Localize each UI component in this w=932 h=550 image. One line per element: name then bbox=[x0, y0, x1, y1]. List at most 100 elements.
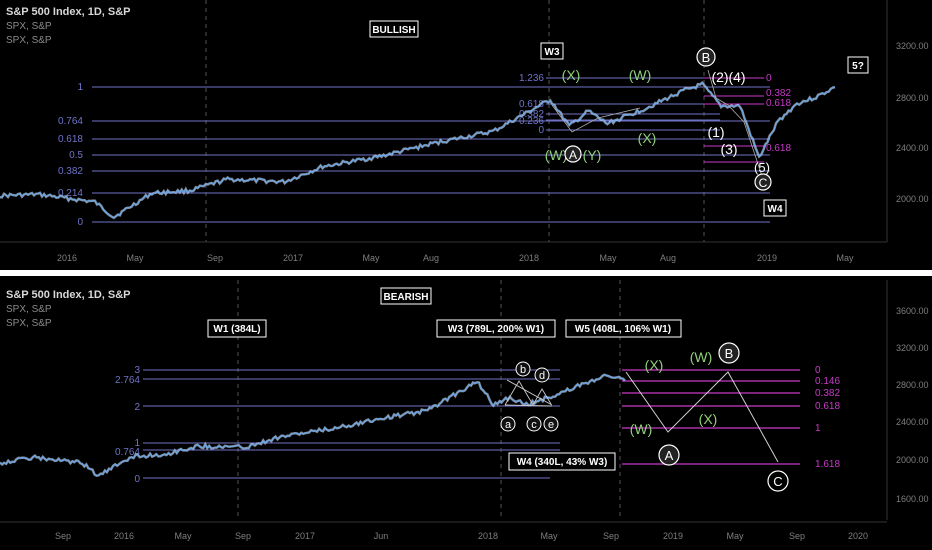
x-tick: Sep bbox=[235, 531, 251, 541]
wave-label: (X) bbox=[699, 411, 718, 427]
fib-label: 1.618 bbox=[815, 459, 840, 470]
wave-circle-label: B bbox=[702, 50, 711, 65]
fib-label: 0.214 bbox=[58, 188, 83, 199]
fib-label: 0.764 bbox=[58, 116, 83, 127]
fib-label: 0 bbox=[538, 125, 544, 136]
series-label: SPX, S&P bbox=[6, 21, 52, 32]
bullish-box bbox=[369, 20, 419, 38]
x-tick: May bbox=[836, 253, 854, 263]
y-tick: 2800.00 bbox=[896, 93, 929, 103]
wave5-box bbox=[847, 56, 869, 74]
w4-label: W4 bbox=[768, 204, 783, 215]
fib-label: 0.382 bbox=[815, 388, 840, 399]
wave-circle-label: b bbox=[520, 364, 526, 376]
x-tick: Aug bbox=[660, 253, 676, 263]
w3-label: W3 (789L, 200% W1) bbox=[448, 324, 544, 335]
w1-box bbox=[207, 319, 267, 338]
wave-circle-label: d bbox=[539, 370, 545, 382]
wave-label: (Y) bbox=[583, 147, 602, 163]
fib-label: 0 bbox=[815, 365, 821, 376]
wave-label: (4) bbox=[728, 69, 745, 85]
wave-circle bbox=[718, 342, 740, 364]
wave-label: (2) bbox=[711, 69, 728, 85]
fib-label: 0.764 bbox=[115, 447, 140, 458]
fib-label: 1.236 bbox=[519, 73, 544, 84]
w4-label: W4 (340L, 43% W3) bbox=[517, 457, 608, 468]
x-tick: Sep bbox=[789, 531, 805, 541]
w4-box bbox=[508, 452, 616, 471]
w4-box bbox=[763, 199, 787, 217]
triangle-pattern bbox=[506, 379, 553, 406]
triangle-pattern bbox=[504, 404, 553, 407]
x-tick: Aug bbox=[423, 253, 439, 263]
triangle-labels: b d a c e bbox=[500, 361, 559, 432]
wave-circle-label: A bbox=[665, 448, 674, 463]
x-tick: 2019 bbox=[757, 253, 777, 263]
w5-box bbox=[565, 319, 682, 338]
price-line bbox=[0, 374, 626, 477]
fib-label: 0.382 bbox=[519, 109, 544, 120]
w3-label: W3 bbox=[545, 47, 560, 58]
wave-circle bbox=[754, 173, 772, 191]
y-tick: 3200.00 bbox=[896, 41, 929, 51]
series-label: SPX, S&P bbox=[6, 35, 52, 46]
wave-label: (W) bbox=[629, 67, 652, 83]
wave-label: (X) bbox=[562, 67, 581, 83]
x-tick: May bbox=[540, 531, 558, 541]
wave-circle bbox=[564, 145, 582, 163]
y-tick: 1600.00 bbox=[896, 494, 929, 504]
y-tick: 3200.00 bbox=[896, 343, 929, 353]
fib-label: 0.5 bbox=[69, 150, 83, 161]
bearish-label: BEARISH bbox=[383, 292, 428, 303]
bullish-label: BULLISH bbox=[372, 25, 415, 36]
x-tick: Sep bbox=[55, 531, 71, 541]
wave-circle-label: c bbox=[531, 419, 537, 431]
y-tick: 2400.00 bbox=[896, 143, 929, 153]
fib-label: 0 bbox=[134, 474, 140, 485]
wave-circle-label: A bbox=[569, 148, 577, 162]
x-tick: 2019 bbox=[663, 531, 683, 541]
wave-label: (3) bbox=[720, 141, 737, 157]
wave-circle bbox=[767, 470, 789, 492]
fib-label: 0.382 bbox=[58, 166, 83, 177]
x-tick: May bbox=[126, 253, 144, 263]
bullish-panel: 1 0.764 0.618 0.5 0.382 0.214 0 1.236 0.… bbox=[0, 0, 929, 263]
x-tick: May bbox=[599, 253, 617, 263]
fib-label: 0.618 bbox=[766, 143, 791, 154]
wave-circle bbox=[534, 367, 550, 383]
bearish-box bbox=[380, 287, 432, 305]
fib-label: 0.618 bbox=[766, 98, 791, 109]
wave-circle-label: a bbox=[505, 419, 512, 431]
x-tick: 2018 bbox=[478, 531, 498, 541]
fib-extension-right bbox=[622, 369, 800, 465]
wave-circle bbox=[515, 361, 531, 377]
fib-label: 2.764 bbox=[115, 375, 140, 386]
wave-label: (W) bbox=[545, 147, 568, 163]
x-tick: 2016 bbox=[57, 253, 77, 263]
wave-label: (5) bbox=[754, 160, 770, 175]
wave5-label: 5? bbox=[852, 61, 864, 72]
y-tick: 2400.00 bbox=[896, 417, 929, 427]
w1-label: W1 (384L) bbox=[213, 324, 260, 335]
y-tick: 3600.00 bbox=[896, 306, 929, 316]
wave-circle-label: B bbox=[725, 346, 734, 361]
series-label: SPX, S&P bbox=[6, 304, 52, 315]
wave-label: (X) bbox=[638, 130, 657, 146]
fib-label: 0 bbox=[766, 73, 772, 84]
fib-label: 3 bbox=[134, 365, 140, 376]
chart-title: S&P 500 Index, 1D, S&P bbox=[6, 289, 131, 301]
x-tick: May bbox=[726, 531, 744, 541]
x-tick: Sep bbox=[207, 253, 223, 263]
wave-circle bbox=[543, 416, 559, 432]
w5-label: W5 (408L, 106% W1) bbox=[575, 324, 671, 335]
projection-path bbox=[625, 371, 779, 463]
wave-circle bbox=[500, 416, 516, 432]
fib-label: 0 bbox=[77, 217, 83, 228]
wave-circle-label: C bbox=[773, 474, 782, 489]
wave-connector bbox=[707, 69, 763, 177]
fib-label: 1 bbox=[77, 82, 83, 93]
fib-label: 0.382 bbox=[766, 88, 791, 99]
fib-label: 0.618 bbox=[58, 134, 83, 145]
bearish-panel: 3 2.764 2 1 0.764 0 0 0.146 0.382 0.618 … bbox=[0, 280, 929, 541]
